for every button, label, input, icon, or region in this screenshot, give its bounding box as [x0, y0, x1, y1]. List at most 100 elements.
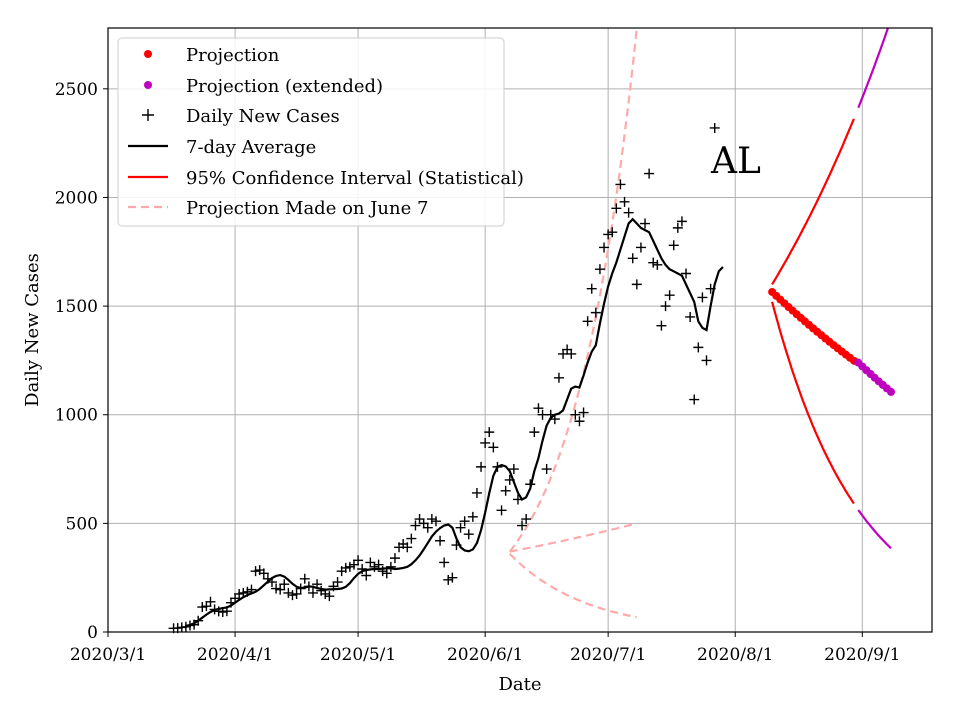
daily-case-point — [508, 464, 519, 475]
daily-case-point — [234, 588, 245, 599]
x-axis-label: Date — [498, 674, 541, 695]
daily-case-point — [623, 207, 634, 218]
daily-case-point — [193, 615, 204, 626]
y-axis-label: Daily New Cases — [22, 253, 43, 407]
legend-label-7-day-average: 7-day Average — [186, 137, 316, 158]
daily-case-point — [672, 222, 683, 233]
daily-case-point — [389, 553, 400, 564]
daily-case-point — [307, 587, 318, 598]
daily-case-point — [512, 494, 523, 505]
daily-case-point — [689, 394, 700, 405]
daily-case-point — [299, 573, 310, 584]
daily-case-point — [615, 179, 626, 190]
daily-case-point — [607, 227, 618, 238]
daily-case-point — [570, 409, 581, 420]
daily-case-point — [476, 461, 487, 472]
daily-case-point — [705, 283, 716, 294]
june7-projection-line — [509, 553, 638, 619]
legend-label-june-7-projection: Projection Made on June 7 — [186, 198, 428, 219]
daily-case-point — [459, 516, 470, 527]
legend-box — [117, 37, 505, 227]
daily-case-point — [488, 442, 499, 453]
daily-case-point — [504, 474, 515, 485]
confidence-interval-line — [771, 118, 855, 285]
daily-case-point — [439, 557, 450, 568]
daily-case-point — [221, 606, 232, 617]
seven-day-average-line — [185, 217, 724, 627]
daily-case-point — [385, 561, 396, 572]
daily-case-point — [660, 301, 671, 312]
daily-case-point — [287, 590, 298, 601]
legend-plus-icon — [142, 109, 154, 121]
x-tick-label: 2020/4/1 — [197, 645, 273, 665]
daily-case-point — [619, 196, 630, 207]
daily-case-point — [348, 559, 359, 570]
daily-case-point — [467, 511, 478, 522]
daily-case-point — [402, 542, 413, 553]
daily-case-point — [283, 587, 294, 598]
legend-dot-icon — [144, 50, 152, 58]
y-tick-label: 2500 — [55, 80, 98, 100]
x-tick-label: 2020/6/1 — [447, 645, 523, 665]
daily-case-point — [676, 216, 687, 227]
daily-case-point — [562, 344, 573, 355]
daily-case-point — [435, 535, 446, 546]
daily-case-point — [275, 584, 286, 595]
plot-frame — [107, 27, 933, 633]
daily-case-point — [484, 427, 495, 438]
daily-case-point — [344, 561, 355, 572]
daily-case-point — [295, 583, 306, 594]
daily-case-point — [197, 602, 208, 613]
daily-case-point — [303, 581, 314, 592]
daily-case-point — [681, 268, 692, 279]
daily-case-point — [426, 514, 437, 525]
legend-dot-icon — [144, 81, 152, 89]
y-tick-label: 1000 — [55, 406, 98, 426]
legend-label-daily-new-cases: Daily New Cases — [186, 106, 340, 127]
axes: 2020/3/1 2020/4/1 2020/5/1 2020/6/1 2020/7/1… — [55, 80, 901, 665]
daily-case-point — [611, 203, 622, 214]
x-tick-label: 2020/9/1 — [824, 645, 900, 665]
daily-case-point — [451, 540, 462, 551]
daily-case-point — [320, 588, 331, 599]
daily-case-point — [574, 416, 585, 427]
daily-case-point — [410, 520, 421, 531]
daily-case-point — [369, 561, 380, 572]
daily-case-point — [332, 577, 343, 588]
daily-case-point — [180, 621, 191, 632]
daily-case-point — [529, 427, 540, 438]
daily-case-point — [644, 168, 655, 179]
daily-case-point — [422, 522, 433, 533]
daily-case-point — [480, 437, 491, 448]
daily-case-point — [209, 604, 220, 615]
daily-case-point — [627, 253, 638, 264]
daily-case-point — [586, 283, 597, 294]
daily-case-point — [496, 505, 507, 516]
daily-case-point — [340, 562, 351, 573]
daily-case-point — [463, 529, 474, 540]
daily-case-point — [603, 229, 614, 240]
daily-case-point — [447, 572, 458, 583]
daily-case-point — [553, 372, 564, 383]
daily-case-point — [549, 414, 560, 425]
y-tick-label: 0 — [87, 623, 98, 643]
daily-case-point — [697, 292, 708, 303]
daily-case-point — [685, 311, 696, 322]
chart-title: AL — [710, 141, 761, 182]
daily-case-point — [418, 518, 429, 529]
daily-case-point — [631, 279, 642, 290]
daily-case-point — [656, 320, 667, 331]
daily-case-point — [582, 316, 593, 327]
daily-case-point — [381, 568, 392, 579]
daily-case-point — [664, 290, 675, 301]
daily-case-point — [709, 122, 720, 133]
daily-case-point — [668, 240, 679, 251]
daily-case-point — [312, 579, 323, 590]
daily-case-point — [599, 242, 610, 253]
confidence-interval-extended-line — [857, 509, 892, 550]
daily-case-point — [324, 591, 335, 602]
daily-case-point — [225, 597, 236, 608]
daily-case-point — [640, 218, 651, 229]
daily-case-point — [471, 487, 482, 498]
daily-case-point — [594, 264, 605, 275]
